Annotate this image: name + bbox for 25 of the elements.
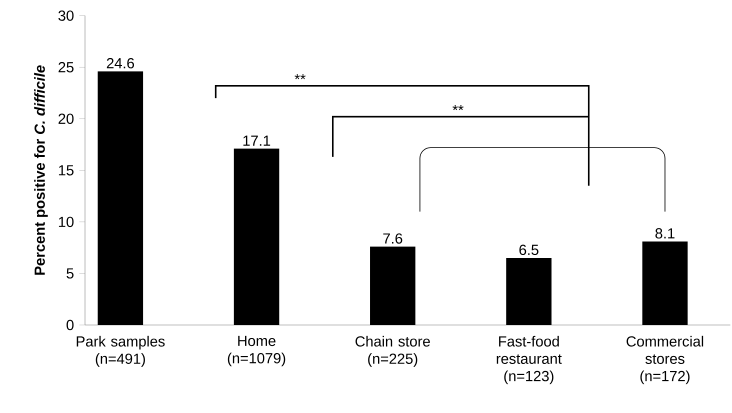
- bar: [370, 246, 416, 325]
- data-label: 24.6: [106, 58, 134, 68]
- x-tick-label: Chain store (n=225): [356, 336, 430, 367]
- x-tick-label: Home (n=1079): [228, 336, 286, 366]
- bar: [234, 148, 280, 325]
- bar: [98, 71, 144, 325]
- annotation: **: [294, 74, 306, 80]
- x-tick-label: Park samples (n=491): [76, 336, 165, 367]
- data-label: 17.1: [243, 136, 270, 146]
- data-label: 6.5: [519, 244, 538, 256]
- y-tick-label: 10: [58, 216, 74, 228]
- y-tick-label: 25: [58, 62, 74, 72]
- y-tick-label: 15: [58, 165, 74, 176]
- x-tick-label: Commercial stores (n=172): [626, 336, 704, 384]
- bar: [642, 241, 688, 325]
- data-label: 7.6: [383, 233, 402, 244]
- y-tick-label: 20: [58, 114, 74, 124]
- x-tick-label: Fast-food restaurant (n=123): [496, 336, 562, 384]
- data-label: 8.1: [655, 228, 674, 239]
- y-axis-title: Percent positive for C. difficile: [34, 65, 48, 275]
- y-tick-label: 30: [58, 10, 74, 21]
- bar: [506, 258, 552, 325]
- y-tick-label: 5: [66, 268, 74, 279]
- annotation: **: [452, 105, 464, 110]
- y-tick-label: 0: [66, 320, 74, 330]
